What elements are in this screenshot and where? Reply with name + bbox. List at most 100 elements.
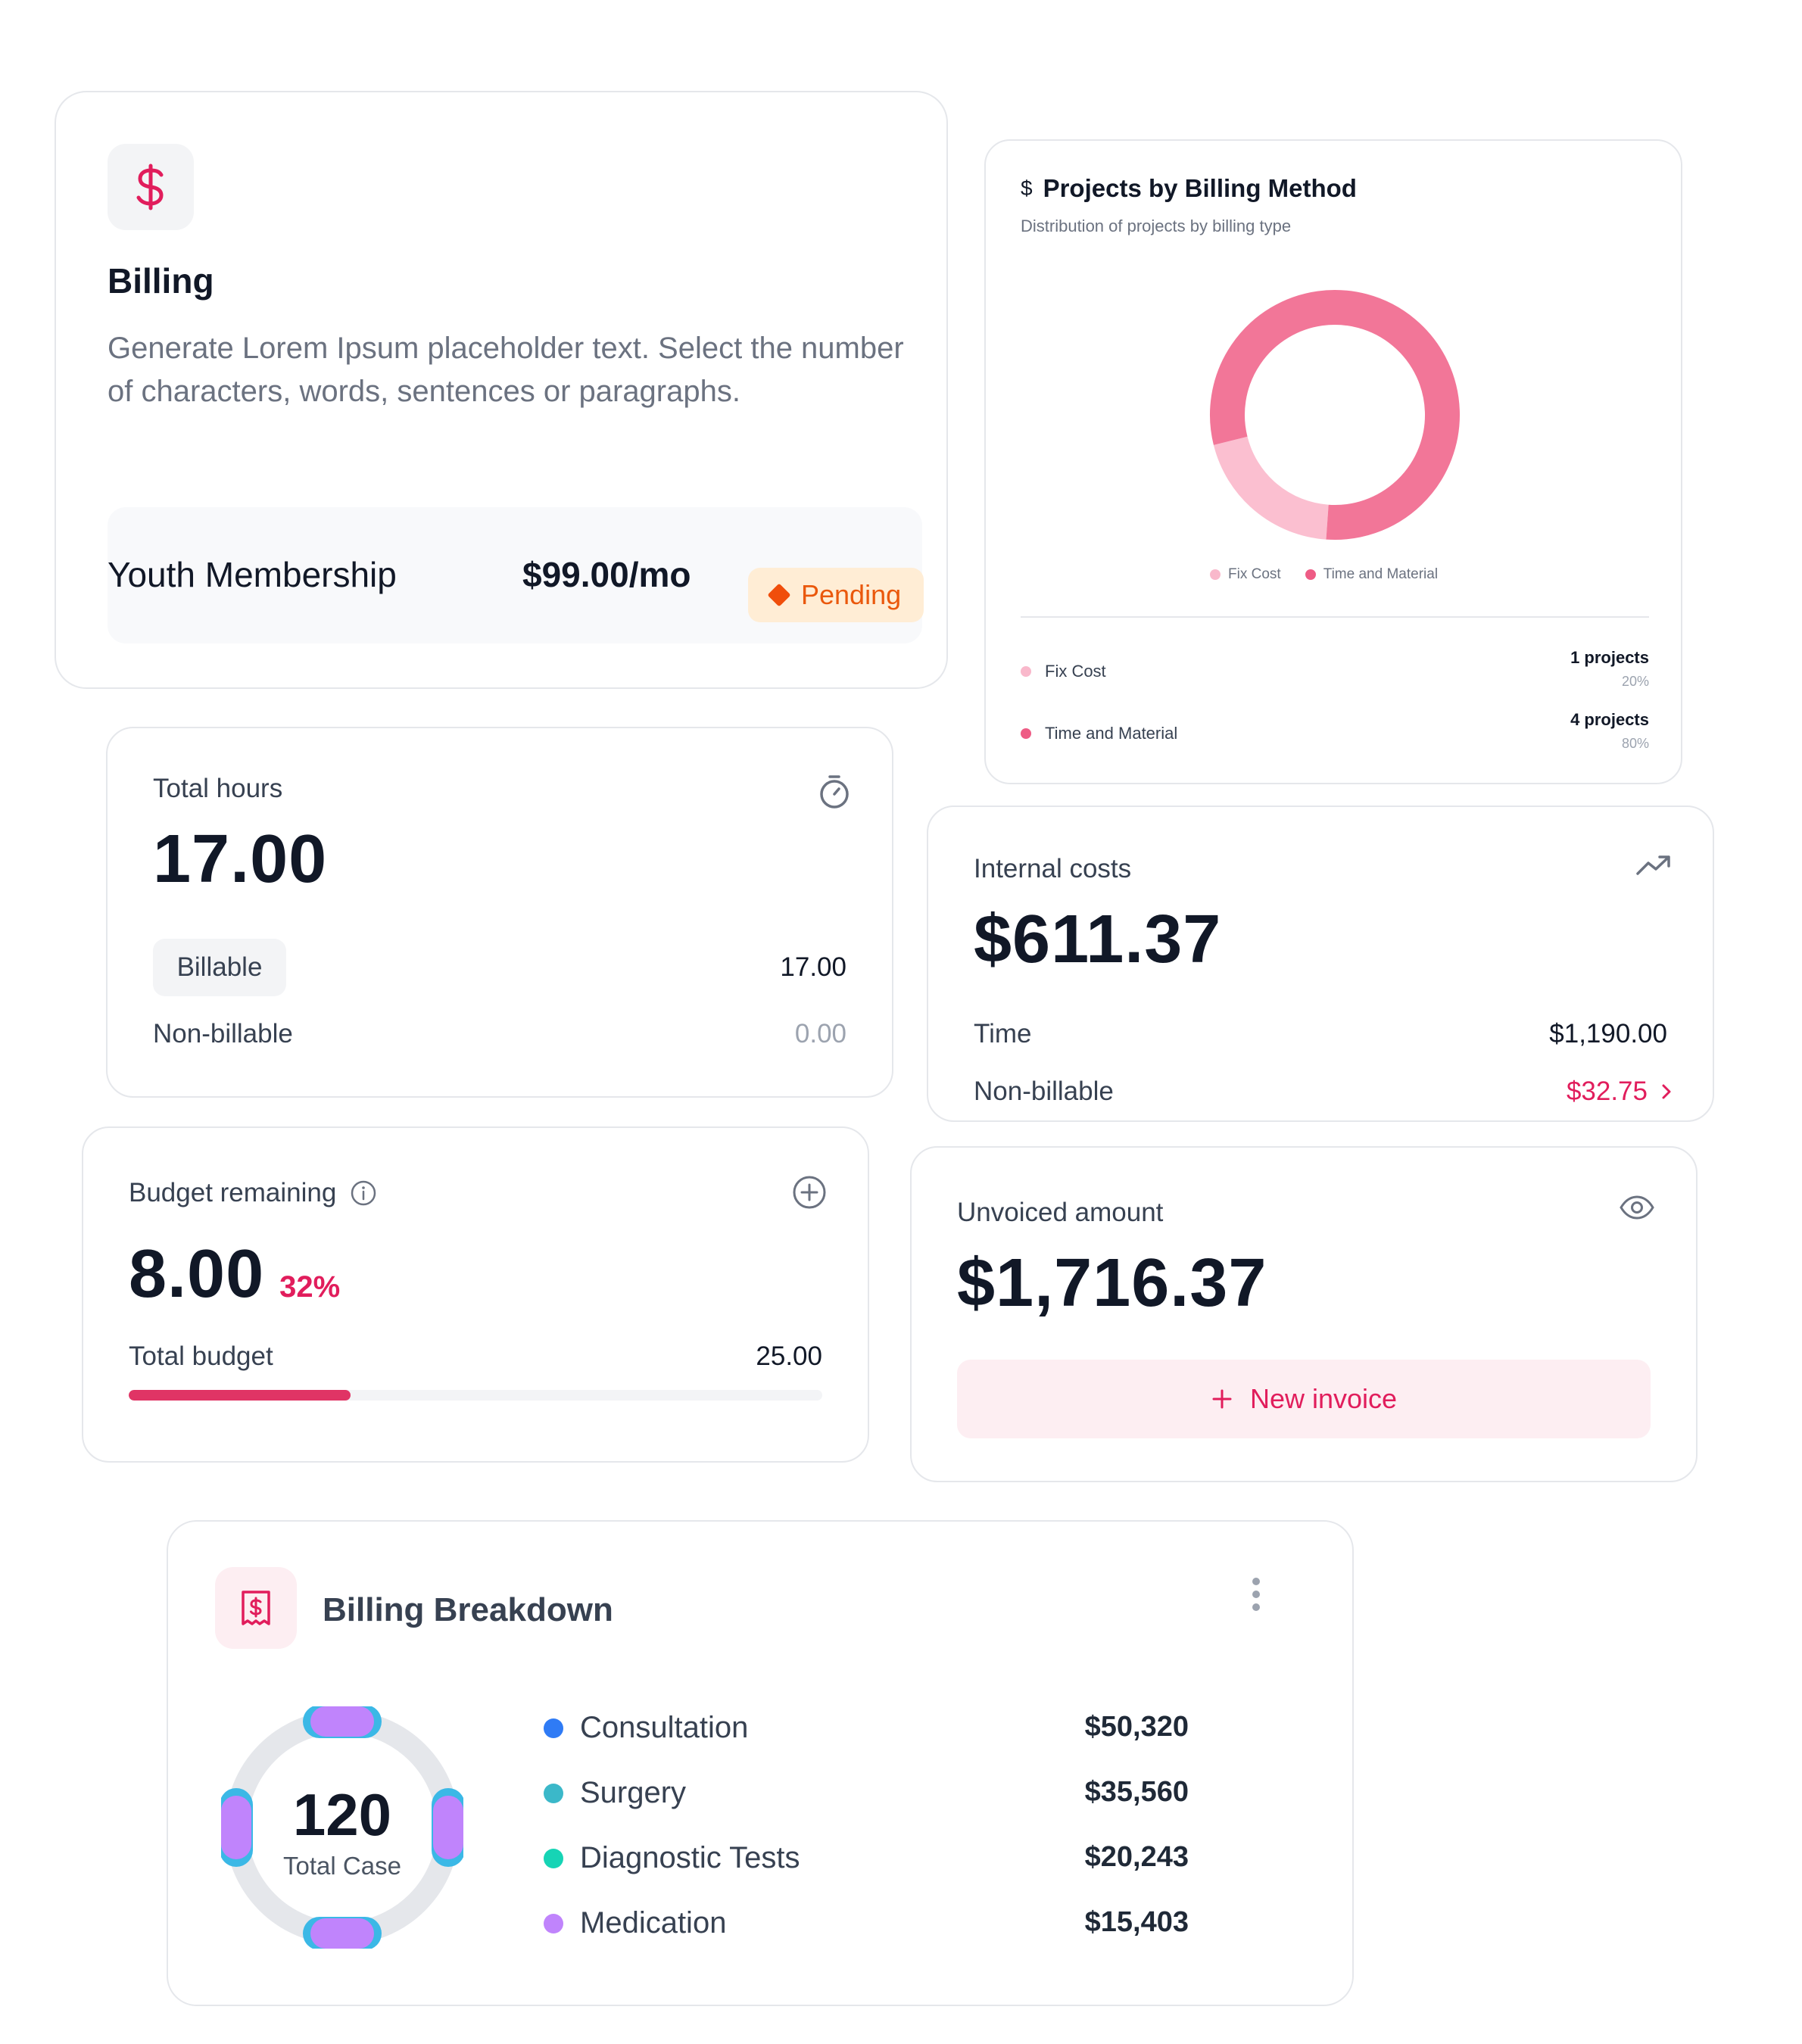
donut-segment-consultation[interactable]: [303, 1706, 382, 1738]
projects-billing-card: $ Projects by Billing Method Distributio…: [984, 139, 1682, 784]
breakdown-row-diagnostic-tests: Diagnostic Tests $20,243: [544, 1841, 1189, 1887]
total-case-value: 120: [292, 1781, 392, 1848]
membership-row[interactable]: Youth Membership $99.00/mo Pending: [108, 507, 924, 643]
legend-label: Time and Material: [1323, 566, 1439, 582]
legend-dot: [1305, 569, 1316, 580]
chart-legend: Fix Cost Time and Material: [1210, 566, 1438, 583]
total-hours-card: Total hours 17.00 Billable 17.00 Non-bil…: [106, 727, 893, 1098]
projects-title-row: $ Projects by Billing Method: [1021, 174, 1357, 203]
breakdown-title: Billing Breakdown: [323, 1591, 613, 1628]
row-dot: [544, 1718, 563, 1738]
costs-value: $611.37: [974, 902, 1222, 977]
row-label-text: Time and Material: [1045, 724, 1178, 743]
receipt-icon: [215, 1567, 297, 1649]
budget-percent: 32%: [279, 1270, 341, 1304]
status-badge: Pending: [748, 568, 924, 622]
new-invoice-label: New invoice: [1249, 1383, 1398, 1414]
trending-up-icon[interactable]: [1635, 852, 1672, 882]
donut-slice-fix-cost[interactable]: [1213, 436, 1330, 540]
billable-pill[interactable]: Billable: [153, 939, 286, 996]
row-name: Surgery: [544, 1776, 686, 1810]
row-dot: [544, 1783, 563, 1803]
donut-slice-time-and-material[interactable]: [1210, 290, 1460, 540]
row-amount: $35,560: [1084, 1776, 1189, 1808]
row-amount: $15,403: [1084, 1906, 1189, 1938]
budget-progress-fill: [129, 1390, 351, 1401]
legend-label: Fix Cost: [1228, 566, 1281, 582]
projects-row-fix-cost: Fix Cost 1 projects 20%: [1021, 645, 1649, 698]
diamond-icon: [767, 583, 791, 607]
row-dot: [544, 1913, 563, 1933]
row-dot: [1021, 728, 1031, 739]
projects-donut-chart: [1210, 290, 1460, 540]
donut-segment-diagnostic-tests[interactable]: [432, 1788, 463, 1867]
hours-value: 17.00: [153, 821, 328, 897]
nonbillable-label: Non-billable: [974, 1077, 1114, 1106]
breakdown-row-surgery: Surgery $35,560: [544, 1776, 1189, 1821]
divider: [1021, 616, 1649, 618]
donut-segment-medication[interactable]: [303, 1917, 382, 1949]
more-vertical-icon[interactable]: [1251, 1576, 1261, 1616]
row-count: 1 projects: [1570, 648, 1649, 667]
row-name-text: Diagnostic Tests: [580, 1841, 800, 1874]
budget-value: 8.00: [129, 1236, 265, 1312]
row-dot: [1021, 666, 1031, 677]
row-count: 4 projects: [1570, 710, 1649, 729]
unvoiced-label: Unvoiced amount: [957, 1198, 1164, 1227]
billable-value: 17.00: [780, 952, 846, 982]
row-label: Time and Material: [1021, 724, 1177, 743]
stopwatch-icon[interactable]: [818, 774, 851, 814]
row-name-text: Consultation: [580, 1711, 749, 1744]
donut-segment-surgery[interactable]: [221, 1788, 253, 1867]
total-budget-value: 25.00: [756, 1341, 822, 1371]
nonbillable-value: 0.00: [794, 1019, 846, 1048]
row-label-text: Fix Cost: [1045, 662, 1106, 681]
total-budget-label: Total budget: [129, 1341, 273, 1371]
legend-item-fix-cost[interactable]: Fix Cost: [1210, 566, 1281, 583]
breakdown-row-medication: Medication $15,403: [544, 1906, 1189, 1952]
budget-label-row: Budget remaining: [129, 1178, 377, 1208]
eye-icon[interactable]: [1619, 1195, 1655, 1224]
row-amount: $20,243: [1084, 1841, 1189, 1873]
row-dot: [544, 1848, 563, 1868]
budget-progress-bar: [129, 1390, 822, 1401]
billing-card: Billing Generate Lorem Ipsum placeholder…: [55, 91, 948, 689]
billing-description: Generate Lorem Ipsum placeholder text. S…: [108, 332, 904, 408]
breakdown-row-consultation: Consultation $50,320: [544, 1711, 1189, 1756]
breakdown-donut-chart: [221, 1706, 463, 1949]
hours-label: Total hours: [153, 774, 283, 803]
row-percent: 20%: [1621, 674, 1649, 689]
projects-row-time-material: Time and Material 4 projects 80%: [1021, 707, 1649, 760]
plan-name: Youth Membership: [108, 555, 397, 594]
legend-item-time-material[interactable]: Time and Material: [1305, 566, 1438, 583]
row-name: Medication: [544, 1906, 726, 1940]
costs-label: Internal costs: [974, 854, 1132, 883]
status-badge-label: Pending: [801, 579, 902, 610]
billing-title: Billing: [108, 261, 214, 301]
row-percent: 80%: [1621, 736, 1649, 751]
row-name: Diagnostic Tests: [544, 1841, 800, 1875]
projects-title: Projects by Billing Method: [1043, 174, 1357, 202]
time-value: $1,190.00: [1549, 1019, 1667, 1048]
budget-remaining-card: Budget remaining 8.00 32% Total budget 2…: [82, 1126, 869, 1463]
plus-icon: [1212, 1389, 1232, 1409]
row-name: Consultation: [544, 1711, 748, 1745]
row-name-text: Surgery: [580, 1776, 687, 1809]
budget-value-row: 8.00 32%: [129, 1235, 340, 1313]
legend-dot: [1210, 569, 1221, 580]
total-case-label: Total Case: [283, 1852, 401, 1880]
plan-price: $99.00/mo: [522, 555, 691, 594]
nonbillable-link[interactable]: $32.75: [1567, 1077, 1672, 1107]
info-icon[interactable]: [350, 1179, 377, 1207]
time-label: Time: [974, 1019, 1032, 1048]
dollar-icon: [108, 144, 194, 230]
unvoiced-value: $1,716.37: [957, 1245, 1267, 1321]
projects-subtitle: Distribution of projects by billing type: [1021, 217, 1292, 235]
plus-circle-icon[interactable]: [792, 1175, 827, 1214]
row-amount: $50,320: [1084, 1711, 1189, 1743]
new-invoice-button[interactable]: New invoice: [957, 1360, 1651, 1438]
chevron-right-icon: [1662, 1084, 1671, 1099]
unvoiced-amount-card: Unvoiced amount $1,716.37 New invoice: [910, 1146, 1698, 1482]
billing-breakdown-card: Billing Breakdown 120 Total Case Consult…: [167, 1520, 1354, 2006]
budget-label: Budget remaining: [129, 1178, 337, 1207]
